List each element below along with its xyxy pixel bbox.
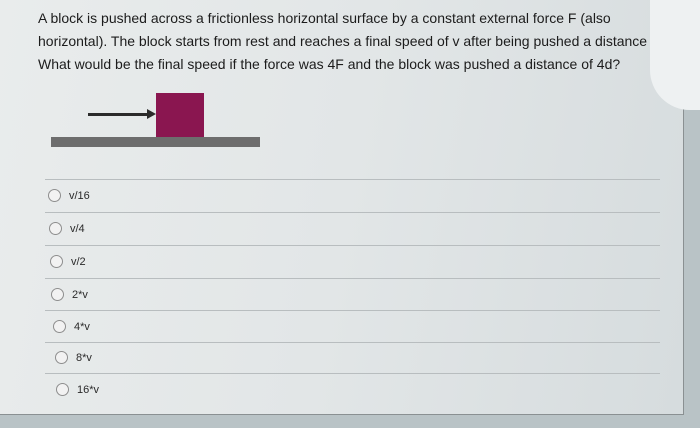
question-line-3: What would be the final speed if the for… bbox=[38, 56, 621, 72]
option-16v[interactable]: 16*v bbox=[56, 383, 99, 396]
radio-button[interactable] bbox=[48, 189, 61, 202]
radio-button[interactable] bbox=[49, 222, 62, 235]
radio-button[interactable] bbox=[55, 351, 68, 364]
option-v-over-2[interactable]: v/2 bbox=[50, 255, 86, 268]
option-label: v/2 bbox=[71, 255, 86, 268]
question-line-2: horizontal). The block starts from rest … bbox=[38, 33, 663, 49]
option-label: v/16 bbox=[69, 189, 90, 202]
option-2v[interactable]: 2*v bbox=[51, 288, 88, 301]
divider bbox=[45, 373, 660, 374]
question-card: A block is pushed across a frictionless … bbox=[0, 0, 684, 415]
divider bbox=[45, 342, 660, 343]
option-label: 8*v bbox=[76, 351, 92, 364]
divider bbox=[45, 212, 660, 213]
option-8v[interactable]: 8*v bbox=[55, 351, 92, 364]
ground-surface bbox=[51, 137, 260, 147]
option-label: 4*v bbox=[74, 320, 90, 333]
option-v-over-16[interactable]: v/16 bbox=[48, 189, 90, 202]
radio-button[interactable] bbox=[56, 383, 69, 396]
radio-button[interactable] bbox=[50, 255, 63, 268]
option-v-over-4[interactable]: v/4 bbox=[49, 222, 85, 235]
option-label: v/4 bbox=[70, 222, 85, 235]
question-line-1: A block is pushed across a frictionless … bbox=[38, 10, 611, 26]
force-arrow bbox=[88, 113, 148, 116]
block bbox=[156, 93, 204, 138]
divider bbox=[45, 179, 660, 180]
screen-glare bbox=[650, 0, 700, 110]
force-arrowhead-icon bbox=[147, 109, 156, 119]
option-label: 16*v bbox=[77, 383, 100, 396]
divider bbox=[45, 245, 660, 246]
radio-button[interactable] bbox=[53, 320, 66, 333]
divider bbox=[45, 278, 660, 279]
option-label: 2*v bbox=[72, 288, 88, 301]
radio-button[interactable] bbox=[51, 288, 64, 301]
divider bbox=[45, 310, 660, 311]
option-4v[interactable]: 4*v bbox=[53, 320, 90, 333]
